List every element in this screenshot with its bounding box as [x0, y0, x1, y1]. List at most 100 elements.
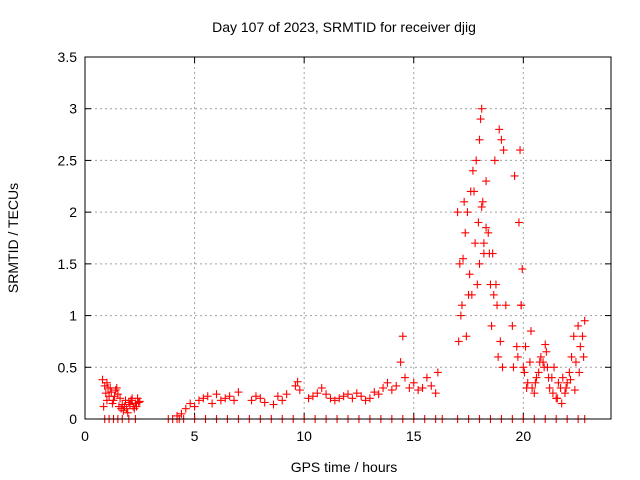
data-point [405, 383, 414, 392]
data-point [520, 368, 529, 377]
data-point [467, 290, 476, 299]
data-point [517, 301, 526, 310]
x-tick-label: 20 [516, 428, 532, 444]
data-point [541, 340, 550, 349]
data-point [418, 383, 427, 392]
data-point [107, 388, 116, 397]
data-point [322, 390, 331, 399]
data-point [487, 321, 496, 330]
data-point [462, 332, 471, 341]
data-point [370, 388, 379, 397]
data-point [512, 342, 521, 351]
data-point [525, 358, 534, 367]
data-point [134, 398, 143, 407]
data-point [562, 383, 571, 392]
data-point [514, 218, 523, 227]
y-tick-label: 3 [69, 101, 77, 117]
data-point [431, 389, 440, 398]
data-point [454, 337, 463, 346]
data-point [234, 388, 243, 397]
data-point [455, 259, 464, 268]
data-point [330, 396, 339, 405]
data-point [495, 125, 504, 134]
data-point [453, 208, 462, 217]
data-point [409, 378, 418, 387]
data-point [523, 378, 532, 387]
data-point [494, 352, 503, 361]
data-point [121, 396, 130, 405]
data-point [110, 392, 119, 401]
data-point [498, 363, 507, 372]
data-point [463, 208, 472, 217]
data-point [508, 321, 517, 330]
data-point [544, 373, 553, 382]
data-point [260, 398, 269, 407]
x-tick-label: 0 [81, 428, 89, 444]
data-point [482, 223, 491, 232]
data-point [194, 396, 203, 405]
data-point [580, 316, 589, 325]
data-point [132, 402, 141, 411]
data-point [576, 342, 585, 351]
data-point [291, 381, 300, 390]
axes: 0 0.5 1 1.5 2 2.5 3 3.5 0 5 10 15 20 [58, 49, 611, 444]
data-point [532, 373, 541, 382]
data-point [457, 301, 466, 310]
data-point [468, 166, 477, 175]
data-point [247, 396, 256, 405]
x-tick-label: 10 [296, 428, 312, 444]
data-point [374, 390, 383, 399]
data-point [357, 392, 366, 401]
data-point [490, 156, 499, 165]
data-point [433, 368, 442, 377]
data-point [203, 392, 212, 401]
data-point [519, 363, 528, 372]
data-point [460, 197, 469, 206]
data-point [482, 177, 491, 186]
data-point [521, 342, 530, 351]
data-point [496, 337, 505, 346]
data-point [400, 373, 409, 382]
data-point [493, 301, 502, 310]
data-point [108, 399, 117, 408]
data-point [427, 381, 436, 390]
data-point [190, 402, 199, 411]
data-point [485, 249, 494, 258]
data-point [478, 197, 487, 206]
data-point [536, 352, 545, 361]
data-point [398, 332, 407, 341]
data-point [470, 187, 479, 196]
data-point [557, 399, 566, 408]
data-point [578, 332, 587, 341]
plot-frame [84, 56, 612, 420]
data-point [553, 394, 562, 403]
data-point [474, 218, 483, 227]
data-point [208, 399, 217, 408]
data-point [501, 301, 510, 310]
data-point [119, 406, 128, 415]
data-point [569, 332, 578, 341]
data-point [116, 394, 125, 403]
data-point [181, 404, 190, 413]
data-point [102, 378, 111, 387]
data-point [392, 381, 401, 390]
data-point [278, 396, 287, 405]
data-point [348, 394, 357, 403]
data-point [575, 368, 584, 377]
data-point [558, 373, 567, 382]
data-point [361, 396, 370, 405]
data-point [123, 408, 132, 417]
data-point [308, 392, 317, 401]
data-point [317, 383, 326, 392]
data-point [326, 394, 335, 403]
data-point [513, 352, 522, 361]
data-point [295, 386, 304, 395]
data-point [570, 386, 579, 395]
data-point [112, 383, 121, 392]
data-point [579, 352, 588, 361]
data-point [216, 396, 225, 405]
data-point [256, 394, 265, 403]
data-point [335, 394, 344, 403]
data-point [479, 239, 488, 248]
